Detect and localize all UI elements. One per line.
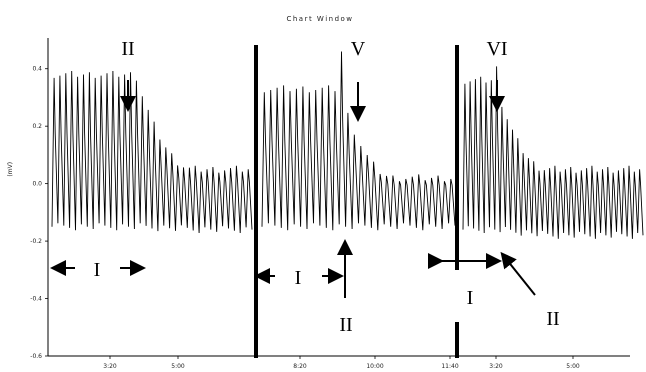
trace-panel-3 bbox=[462, 66, 644, 239]
annotation-label: I bbox=[295, 267, 302, 289]
trace-panel-1 bbox=[51, 70, 253, 234]
x-tick-label: 8:20 bbox=[293, 363, 307, 370]
y-tick-label: 0.4 bbox=[32, 66, 42, 73]
axes bbox=[47, 38, 630, 357]
y-tick-label: 0.0 bbox=[32, 181, 42, 188]
annotation-arrow bbox=[500, 251, 536, 296]
x-tick-label: 3:20 bbox=[103, 363, 117, 370]
annotation-label: II bbox=[339, 314, 352, 336]
annotation-label: I bbox=[467, 287, 474, 309]
y-tick-label: -0.2 bbox=[30, 238, 42, 245]
annotation-label: VI bbox=[486, 38, 507, 60]
annotation-label: V bbox=[351, 38, 366, 60]
trace-panel-2 bbox=[261, 51, 456, 231]
x-tick-label: 10:00 bbox=[366, 363, 383, 370]
chart-title: Chart Window bbox=[286, 15, 353, 23]
y-tick-label: -0.6 bbox=[30, 353, 42, 360]
annotation-label: II bbox=[546, 308, 559, 330]
signal-traces bbox=[51, 51, 644, 239]
y-axis-label: (mV) bbox=[7, 162, 14, 177]
segment-separators bbox=[254, 45, 459, 358]
x-tick-label: 11:40 bbox=[441, 363, 458, 370]
annotation-label: II bbox=[121, 38, 134, 60]
y-tick-label: -0.4 bbox=[30, 296, 42, 303]
x-tick-label: 5:00 bbox=[171, 363, 185, 370]
annotation-label: I bbox=[94, 259, 101, 281]
tick-labels: 0.4 0.2 0.0 -0.2 -0.4 -0.6 (mV) 3:20 5:00 8:20 10:… bbox=[7, 66, 580, 370]
x-tick-label: 3:20 bbox=[489, 363, 503, 370]
x-tick-label: 5:00 bbox=[566, 363, 580, 370]
y-tick-label: 0.2 bbox=[32, 123, 42, 130]
